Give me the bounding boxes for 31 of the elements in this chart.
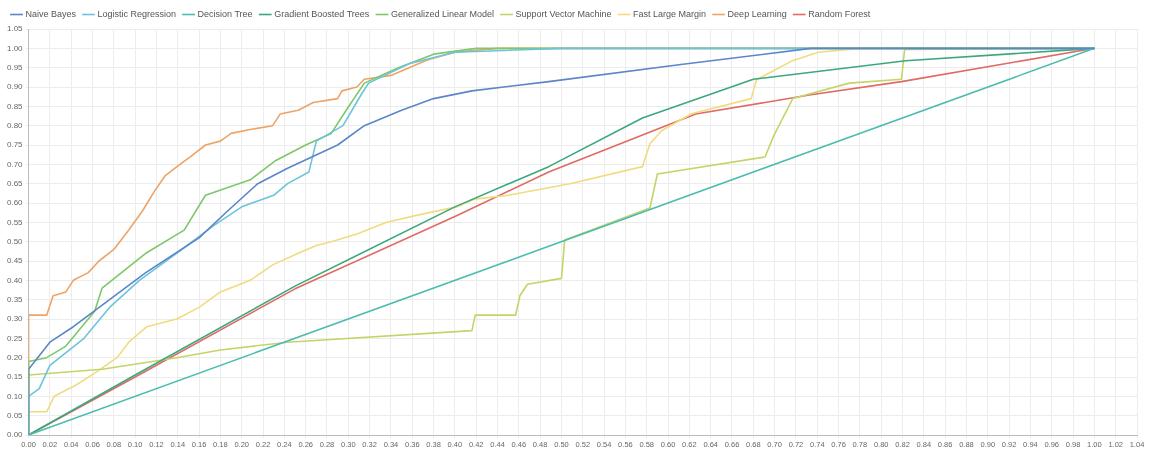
y-tick-label: 0.90 — [6, 82, 24, 92]
y-tick-label: 0.10 — [6, 391, 24, 401]
y-tick-label: 0.05 — [6, 410, 24, 420]
legend-label: Random Forest — [808, 8, 871, 19]
legend-label: Generalized Linear Model — [390, 8, 495, 19]
legend-label: Deep Learning — [727, 8, 787, 19]
y-tick-label: 0.65 — [6, 178, 24, 188]
y-tick-label: 0.30 — [6, 314, 24, 324]
y-tick-label: 0.80 — [6, 120, 24, 130]
y-tick-label: 0.60 — [6, 198, 24, 208]
legend-label: Gradient Boosted Trees — [274, 8, 370, 19]
y-tick-label: 0.35 — [6, 294, 24, 304]
y-tick-label: 0.55 — [6, 217, 24, 227]
y-tick-label: 0.70 — [6, 159, 24, 169]
y-tick-label: 0.00 — [6, 430, 24, 440]
legend-label: Support Vector Machine — [515, 8, 612, 19]
y-tick-label: 1.05 — [6, 24, 24, 34]
legend-label: Logistic Regression — [97, 8, 177, 19]
y-tick-label: 0.20 — [6, 352, 24, 362]
y-tick-label: 0.85 — [6, 101, 24, 111]
y-tick-label: 0.95 — [6, 62, 24, 72]
y-tick-label: 1.00 — [6, 43, 24, 53]
y-tick-label: 0.25 — [6, 333, 24, 343]
y-tick-label: 0.75 — [6, 140, 24, 150]
legend-label: Naive Bayes — [25, 8, 77, 19]
legend-label: Decision Tree — [197, 8, 253, 19]
y-tick-label: 0.50 — [6, 236, 24, 246]
y-tick-label: 0.15 — [6, 372, 24, 382]
y-tick-label: 0.40 — [6, 275, 24, 285]
y-tick-label: 0.45 — [6, 256, 24, 266]
legend-label: Fast Large Margin — [633, 8, 707, 19]
